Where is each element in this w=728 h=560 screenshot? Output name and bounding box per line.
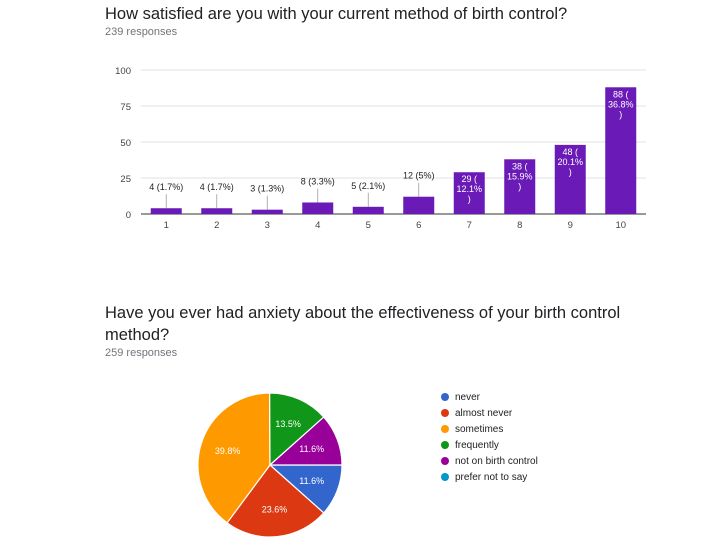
data-label: 3 (1.3%) xyxy=(250,184,284,194)
bar xyxy=(403,196,435,214)
pie-slice xyxy=(197,392,271,524)
legend-swatch xyxy=(441,409,449,417)
bar xyxy=(453,172,485,214)
chart-title: Have you ever had anxiety about the effe… xyxy=(105,304,621,344)
slice-label: 39.8% xyxy=(215,446,241,456)
pie-slice xyxy=(268,416,343,466)
x-tick-label: 8 xyxy=(517,220,522,231)
x-tick-label: 7 xyxy=(467,220,472,231)
y-tick-label: 25 xyxy=(120,174,131,185)
pie-slice xyxy=(226,464,325,538)
response-count: 259 responses xyxy=(105,347,178,359)
x-tick-label: 6 xyxy=(416,220,421,231)
legend-item: almost never xyxy=(441,405,538,421)
legend-item: never xyxy=(441,389,538,405)
legend-label: not on birth control xyxy=(455,455,538,467)
data-label: 38 (15.9%) xyxy=(507,161,533,191)
data-label: 4 (1.7%) xyxy=(200,182,234,192)
legend-item: not on birth control xyxy=(441,453,538,469)
data-label: 48 (20.1%) xyxy=(557,147,583,177)
data-label: 88 (36.8%) xyxy=(608,89,634,119)
data-label: 29 (12.1%) xyxy=(456,174,482,204)
bar xyxy=(554,144,586,214)
x-tick-label: 3 xyxy=(265,220,270,231)
legend-label: frequently xyxy=(455,439,499,451)
legend-label: prefer not to say xyxy=(455,471,528,483)
legend-label: never xyxy=(455,391,481,403)
data-label: 5 (2.1%) xyxy=(351,181,385,191)
legend-swatch xyxy=(441,441,449,449)
slice-label: 11.6% xyxy=(299,444,324,454)
legend-item: sometimes xyxy=(441,421,538,437)
data-label: 8 (3.3%) xyxy=(301,176,335,186)
response-count: 239 responses xyxy=(105,26,178,38)
legend-swatch xyxy=(441,473,449,481)
bar xyxy=(352,206,384,214)
y-tick-label: 75 xyxy=(120,102,131,113)
slice-label: 11.6% xyxy=(299,476,324,486)
x-tick-label: 2 xyxy=(214,220,219,231)
bar xyxy=(201,208,233,214)
legend: never almost never sometimes frequently not … xyxy=(441,389,538,485)
bar xyxy=(150,208,182,214)
y-tick-label: 100 xyxy=(115,66,131,77)
legend-swatch xyxy=(441,425,449,433)
legend-swatch xyxy=(441,457,449,465)
y-tick-label: 50 xyxy=(120,138,131,149)
x-tick-label: 4 xyxy=(315,220,320,231)
legend-label: almost never xyxy=(455,407,513,419)
pie-slice xyxy=(269,392,325,467)
slice-label: 23.6% xyxy=(262,504,288,514)
x-tick-label: 10 xyxy=(615,220,626,231)
x-tick-label: 5 xyxy=(366,220,371,231)
slice-label: 13.5% xyxy=(275,419,301,429)
data-label: 4 (1.7%) xyxy=(149,182,183,192)
legend-label: sometimes xyxy=(455,423,504,435)
pie-chart: 11.6% 23.6% 39.8% 13.5% 11.6% xyxy=(197,392,343,538)
legend-item: frequently xyxy=(441,437,538,453)
legend-swatch xyxy=(441,393,449,401)
data-label: 12 (5%) xyxy=(403,171,435,181)
bar xyxy=(302,202,334,214)
bar xyxy=(605,87,637,214)
bar xyxy=(504,159,536,214)
legend-item: prefer not to say xyxy=(441,469,538,485)
y-tick-label: 0 xyxy=(126,210,131,221)
bar xyxy=(251,209,283,214)
chart-title: How satisfied are you with your current … xyxy=(105,5,568,23)
x-tick-label: 9 xyxy=(568,220,573,231)
x-tick-label: 1 xyxy=(164,220,169,231)
